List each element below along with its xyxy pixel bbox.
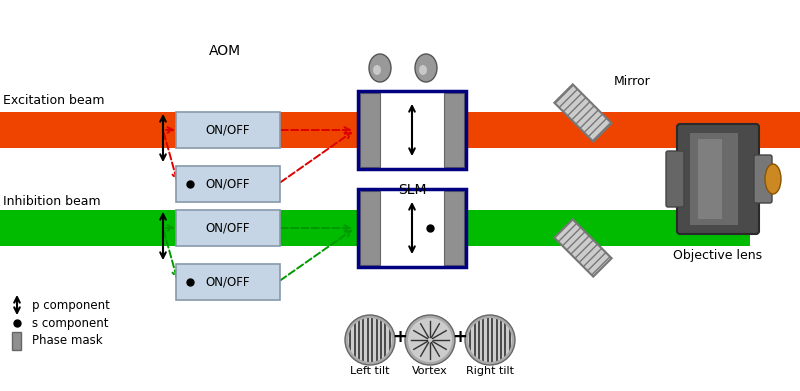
Text: Phase mask: Phase mask — [32, 334, 102, 348]
Ellipse shape — [405, 315, 455, 365]
Text: Left tilt: Left tilt — [350, 366, 390, 376]
Bar — [698, 139, 722, 219]
FancyBboxPatch shape — [176, 166, 280, 202]
FancyBboxPatch shape — [176, 264, 280, 300]
FancyBboxPatch shape — [176, 112, 280, 148]
Text: +: + — [393, 328, 407, 346]
Text: SLM: SLM — [398, 183, 426, 197]
Ellipse shape — [408, 318, 452, 362]
Text: Vortex: Vortex — [412, 366, 448, 376]
Ellipse shape — [465, 315, 515, 365]
Bar — [0, 112, 572, 148]
Ellipse shape — [419, 65, 427, 75]
Bar — [444, 191, 464, 265]
Bar — [360, 191, 380, 265]
Bar — [358, 189, 466, 267]
Text: p component: p component — [32, 298, 110, 312]
Text: Inhibition beam: Inhibition beam — [3, 195, 101, 208]
Ellipse shape — [765, 164, 781, 194]
Bar — [360, 93, 380, 167]
Bar — [358, 189, 466, 267]
Text: Excitation beam: Excitation beam — [3, 94, 105, 107]
Ellipse shape — [348, 318, 392, 362]
Text: Right tilt: Right tilt — [466, 366, 514, 376]
Bar — [358, 91, 466, 169]
FancyBboxPatch shape — [677, 124, 759, 234]
Ellipse shape — [468, 318, 512, 362]
Text: +: + — [453, 328, 467, 346]
Text: Mirror: Mirror — [614, 75, 650, 88]
FancyBboxPatch shape — [754, 155, 772, 203]
Bar — [690, 133, 738, 225]
Text: ON/OFF: ON/OFF — [206, 178, 250, 190]
Bar — [358, 91, 466, 169]
Bar — [554, 219, 612, 277]
Bar — [554, 84, 612, 142]
Bar — [0, 210, 750, 246]
Bar — [12, 332, 21, 350]
Ellipse shape — [415, 54, 437, 82]
Bar — [0, 112, 800, 148]
Ellipse shape — [373, 65, 381, 75]
Text: ON/OFF: ON/OFF — [206, 221, 250, 235]
FancyBboxPatch shape — [666, 151, 684, 207]
Text: Objective lens: Objective lens — [674, 249, 762, 262]
FancyBboxPatch shape — [176, 210, 280, 246]
Ellipse shape — [369, 54, 391, 82]
Text: s component: s component — [32, 316, 109, 330]
Text: ON/OFF: ON/OFF — [206, 124, 250, 136]
Ellipse shape — [345, 315, 395, 365]
Text: AOM: AOM — [209, 44, 241, 58]
Bar — [444, 93, 464, 167]
Text: ON/OFF: ON/OFF — [206, 276, 250, 289]
